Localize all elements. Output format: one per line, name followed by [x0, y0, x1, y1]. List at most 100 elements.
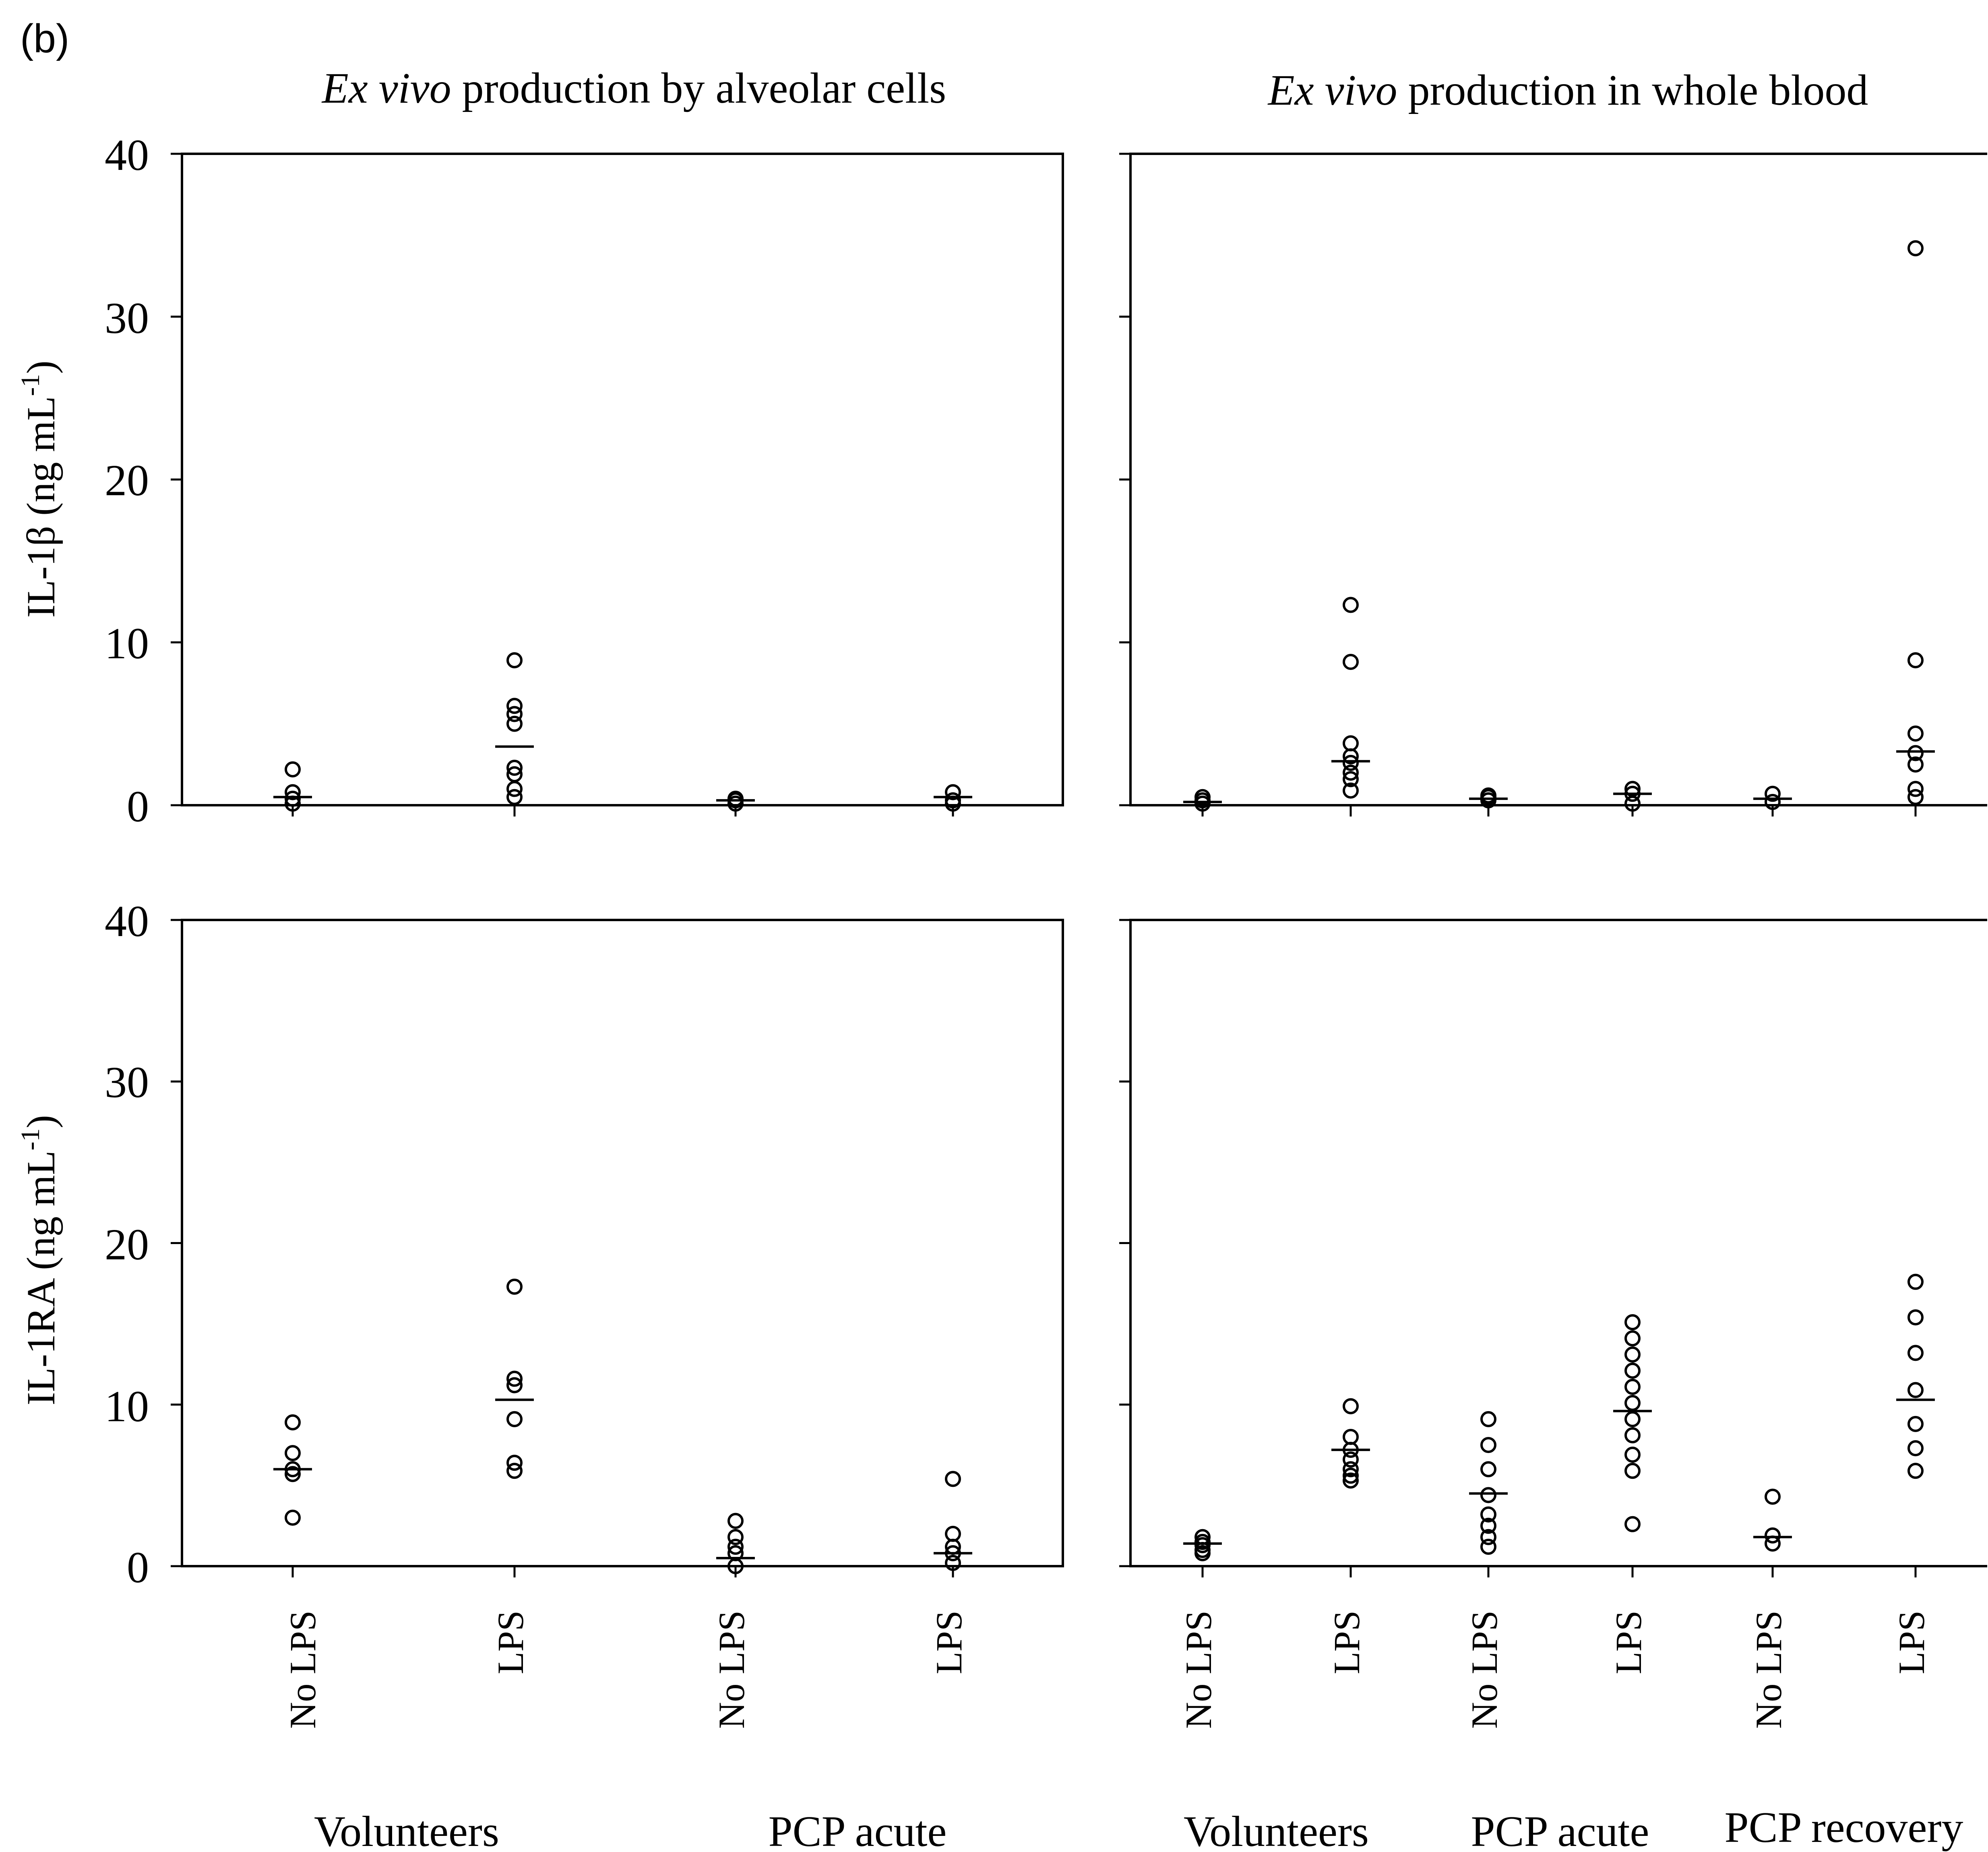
data-point	[1480, 1517, 1496, 1534]
y-tick-label: 10	[105, 1382, 149, 1431]
data-point	[506, 781, 523, 797]
data-point	[1480, 1411, 1496, 1427]
data-point	[506, 1455, 523, 1471]
data-point	[506, 698, 523, 714]
data-point	[1343, 765, 1359, 781]
data-point	[506, 1377, 523, 1393]
data-point	[285, 1445, 301, 1461]
data-point	[506, 1411, 523, 1427]
x-category-label: No LPS	[1748, 1610, 1789, 1729]
data-point	[285, 1414, 301, 1430]
data-point	[1343, 597, 1359, 613]
plot-frame	[1129, 919, 1987, 1567]
data-point	[1907, 1273, 1924, 1290]
data-point	[1343, 782, 1359, 799]
data-point	[506, 715, 523, 732]
data-point	[1907, 1440, 1924, 1457]
x-category-label: No LPS	[282, 1610, 323, 1729]
data-point	[1480, 792, 1496, 808]
panel-top-left	[171, 153, 1064, 816]
x-category-labels-right: No LPS LPS No LPS LPS No LPS LPS	[1178, 1610, 1932, 1729]
data-point	[1480, 1487, 1496, 1503]
data-point	[1907, 1463, 1924, 1479]
data-point	[1907, 1416, 1924, 1432]
y-tick-label: 20	[105, 1220, 149, 1269]
data-point	[727, 1558, 744, 1574]
data-point	[1624, 1463, 1641, 1479]
y-tick-label: 20	[105, 456, 149, 505]
data-point	[506, 1278, 523, 1295]
data-point	[945, 1554, 961, 1571]
x-category-label: No LPS	[1464, 1610, 1505, 1729]
plot-panels	[171, 153, 1987, 1577]
data-point	[1343, 1472, 1359, 1489]
y-axis-label-il1b-sup: -1	[16, 374, 45, 396]
column-title-alveolar-italic: Ex vivo	[321, 64, 451, 112]
plot-frame	[1129, 153, 1987, 806]
data-point	[1907, 1309, 1924, 1326]
data-point	[1624, 1314, 1641, 1331]
data-point	[1343, 748, 1359, 765]
data-point	[1624, 795, 1641, 812]
data-point	[1907, 240, 1924, 256]
data-point	[506, 652, 523, 668]
data-point	[945, 784, 961, 800]
y-tick-labels-top: 0 10 20 30 40	[105, 130, 149, 831]
y-tick-label: 30	[105, 1058, 149, 1107]
data-point	[1765, 1527, 1781, 1544]
data-point	[1343, 1468, 1359, 1484]
data-point	[727, 1513, 744, 1529]
data-point	[1907, 652, 1924, 668]
data-point	[727, 795, 744, 812]
data-point	[1907, 789, 1924, 805]
group-labels-right: Volunteers PCP acute PCP recovery	[1184, 1804, 1963, 1852]
data-point	[1194, 795, 1211, 812]
y-tick-label: 40	[105, 130, 149, 180]
data-point	[1343, 1451, 1359, 1468]
x-category-label: LPS	[490, 1610, 531, 1674]
x-category-label: No LPS	[1178, 1610, 1219, 1729]
data-point	[1624, 1346, 1641, 1363]
data-point	[1907, 1345, 1924, 1361]
plot-frame	[181, 919, 1064, 1567]
data-point	[1624, 1362, 1641, 1379]
group-label: PCP acute	[769, 1808, 947, 1852]
data-point	[506, 759, 523, 776]
data-point	[506, 706, 523, 722]
panel-label: (b)	[20, 16, 69, 61]
data-point	[1765, 1488, 1781, 1505]
data-point	[1624, 1427, 1641, 1443]
data-point	[285, 1509, 301, 1526]
data-point	[1480, 1506, 1496, 1523]
y-tick-label: 0	[127, 1543, 149, 1592]
y-axis-label-il1b: IL-1β (ng mL-1)	[16, 360, 63, 618]
x-category-labels-left: No LPS LPS No LPS LPS	[282, 1610, 969, 1729]
column-title-alveolar: Ex vivo production by alveolar cells	[321, 64, 946, 112]
y-tick-label: 10	[105, 619, 149, 668]
data-point	[727, 1538, 744, 1555]
data-point	[285, 790, 301, 807]
data-point	[1480, 1461, 1496, 1478]
data-point	[506, 1463, 523, 1479]
group-label: PCP acute	[1471, 1808, 1649, 1852]
x-category-label: No LPS	[711, 1610, 752, 1729]
y-axis-label-il1b-main: IL-1β (ng mL	[19, 396, 63, 618]
data-point	[1480, 1538, 1496, 1555]
data-point	[1343, 771, 1359, 788]
data-point	[1343, 1398, 1359, 1414]
data-point	[506, 789, 523, 805]
data-point	[1624, 1411, 1641, 1427]
data-point	[1624, 1516, 1641, 1532]
x-category-label: LPS	[1608, 1610, 1649, 1674]
column-title-blood: Ex vivo production in whole blood	[1267, 66, 1868, 114]
data-point	[285, 1466, 301, 1482]
column-title-blood-rest: production in whole blood	[1397, 66, 1868, 114]
data-point	[1480, 1437, 1496, 1453]
column-title-blood-italic: Ex vivo	[1267, 66, 1397, 114]
data-point	[1907, 756, 1924, 773]
data-point	[1343, 754, 1359, 771]
data-point	[1343, 735, 1359, 752]
data-point	[1907, 781, 1924, 797]
data-point	[1624, 1395, 1641, 1411]
y-axis-label-il1ra: IL-1RA (ng mL-1)	[16, 1115, 63, 1406]
